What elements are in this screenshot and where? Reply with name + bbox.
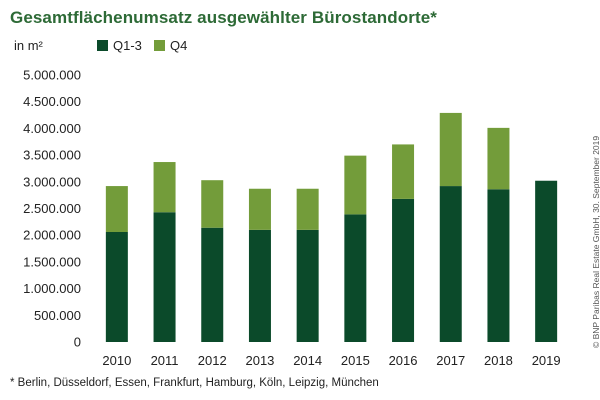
legend-item-q4: Q4 — [154, 38, 187, 53]
bar-q4-2017 — [439, 112, 462, 187]
y-tick-label: 1.500.000 — [23, 254, 81, 269]
y-tick-label: 3.500.000 — [23, 148, 81, 163]
chart-title: Gesamtflächenumsatz ausgewählter Bürosta… — [10, 8, 437, 27]
x-tick-label-2016: 2016 — [389, 353, 418, 368]
x-tick-label-2010: 2010 — [102, 353, 131, 368]
bar-q1-3-2010 — [105, 231, 128, 342]
bar-q1-3-2012 — [201, 227, 224, 342]
bar-q4-2016 — [392, 144, 415, 199]
x-tick-label-2012: 2012 — [198, 353, 227, 368]
x-tick-label-2015: 2015 — [341, 353, 370, 368]
bar-q4-2015 — [344, 155, 367, 215]
copyright-credit: © BNP Paribas Real Estate GmbH, 30. Sept… — [591, 135, 600, 348]
bar-q4-2014 — [296, 188, 319, 230]
y-tick-label: 0 — [74, 335, 81, 350]
x-tick-label-2017: 2017 — [436, 353, 465, 368]
legend-item-q1-3: Q1-3 — [97, 38, 142, 53]
x-tick-label-2019: 2019 — [532, 353, 561, 368]
legend-label-q1-3: Q1-3 — [113, 38, 142, 53]
x-tick-label-2013: 2013 — [245, 353, 274, 368]
bar-q1-3-2011 — [153, 212, 176, 342]
x-tick-label-2014: 2014 — [293, 353, 322, 368]
y-tick-label: 2.500.000 — [23, 201, 81, 216]
y-tick-label: 4.000.000 — [23, 121, 81, 136]
x-tick-label-2018: 2018 — [484, 353, 513, 368]
y-axis-unit-label: in m² — [14, 38, 43, 53]
footnote: * Berlin, Düsseldorf, Essen, Frankfurt, … — [10, 377, 379, 389]
legend-swatch-q1-3 — [97, 40, 108, 51]
y-tick-label: 1.000.000 — [23, 281, 81, 296]
y-tick-label: 3.000.000 — [23, 174, 81, 189]
bars — [105, 112, 558, 342]
bar-q1-3-2014 — [296, 229, 319, 342]
y-tick-label: 500.000 — [34, 308, 81, 323]
x-axis-ticks: 2010 2011 2012 2013 2014 2015 2016 2017 2018 2019 — [102, 353, 560, 368]
bar-q1-3-2018 — [487, 189, 510, 342]
y-tick-label: 2.000.000 — [23, 228, 81, 243]
bar-q1-3-2016 — [392, 198, 415, 342]
bar-q4-2012 — [201, 180, 224, 228]
y-tick-label: 4.500.000 — [23, 94, 81, 109]
x-tick-label-2011: 2011 — [151, 353, 179, 368]
bar-q1-3-2017 — [439, 186, 462, 342]
bar-q1-3-2013 — [248, 229, 271, 342]
y-axis-ticks: 0 500.000 1.000.000 1.500.000 2.000.000 2.500… — [23, 68, 81, 350]
bar-q1-3-2015 — [344, 214, 367, 342]
y-tick-label: 5.000.000 — [23, 68, 81, 83]
bar-q4-2011 — [153, 162, 176, 213]
bar-q4-2010 — [105, 186, 128, 232]
bar-q4-2018 — [487, 127, 510, 190]
legend-swatch-q4 — [154, 40, 165, 51]
bar-q1-3-2019 — [535, 180, 558, 342]
legend-label-q4: Q4 — [170, 38, 188, 53]
bar-q4-2013 — [248, 188, 271, 230]
